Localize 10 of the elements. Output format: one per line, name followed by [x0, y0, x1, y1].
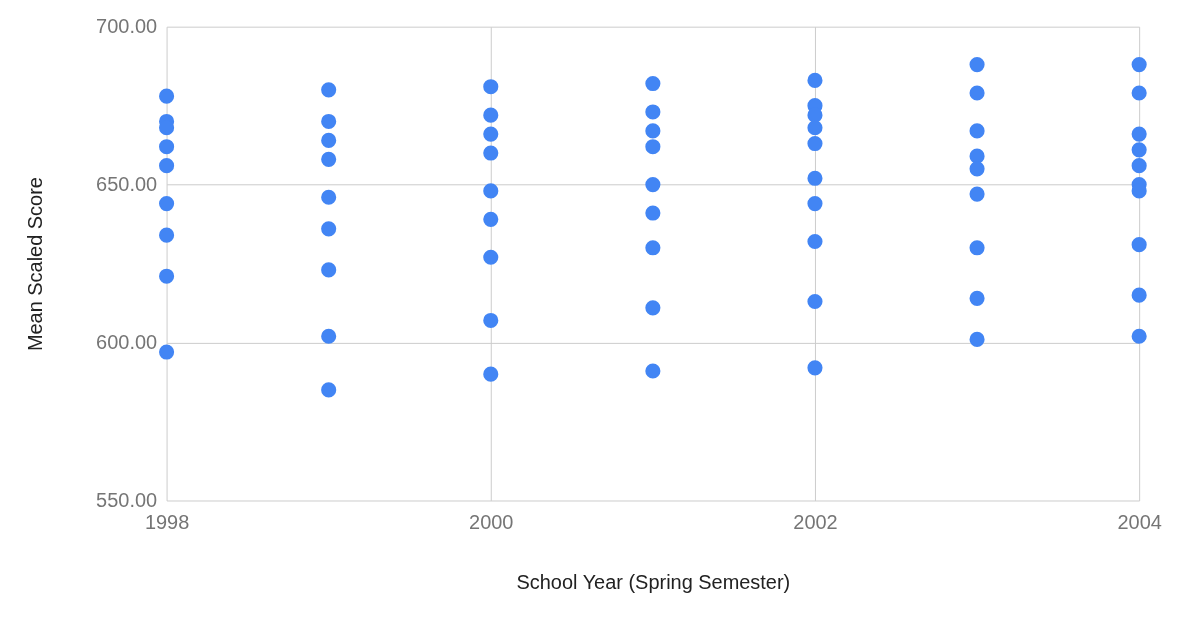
- y-tick-label: 600.00: [96, 331, 158, 354]
- y-tick-label: 550.00: [96, 488, 158, 511]
- x-tick-label: 2002: [793, 510, 838, 533]
- y-axis-title: Mean Scaled Score: [24, 177, 47, 352]
- y-tick-label: 650.00: [96, 173, 158, 196]
- y-tick-label: 700.00: [96, 15, 158, 38]
- x-tick-label: 2000: [469, 510, 514, 533]
- x-tick-label: 1998: [144, 510, 190, 533]
- x-axis-title: School Year (Spring Semester): [516, 570, 791, 593]
- x-tick-label: 2004: [1117, 510, 1162, 533]
